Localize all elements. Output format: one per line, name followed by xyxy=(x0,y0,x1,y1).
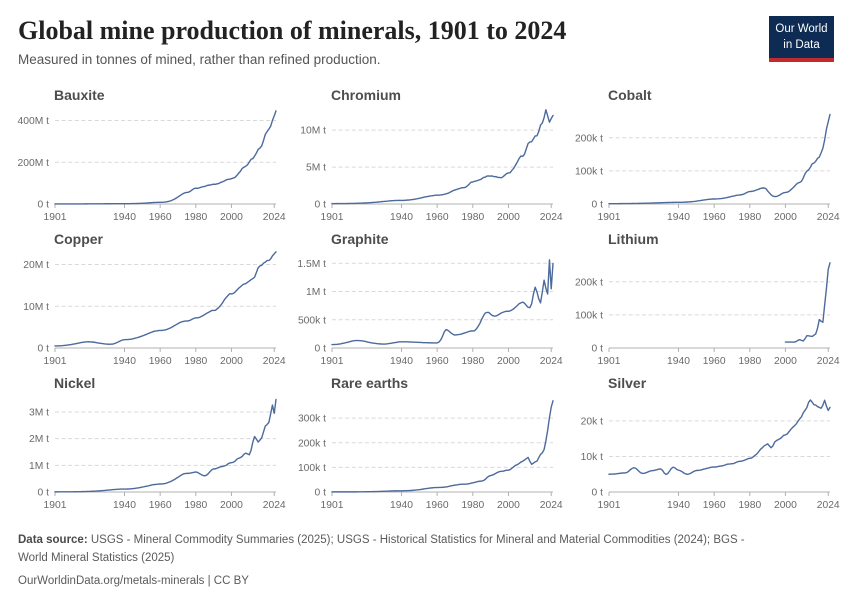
svg-text:1980: 1980 xyxy=(461,212,484,223)
svg-text:1940: 1940 xyxy=(390,212,413,223)
svg-text:100k t: 100k t xyxy=(575,167,603,178)
svg-text:2024: 2024 xyxy=(263,212,286,223)
svg-text:1901: 1901 xyxy=(598,500,621,511)
svg-text:1901: 1901 xyxy=(598,356,621,367)
svg-text:2000: 2000 xyxy=(220,500,243,511)
svg-text:1980: 1980 xyxy=(738,212,761,223)
svg-text:1M t: 1M t xyxy=(29,461,49,472)
svg-text:10k t: 10k t xyxy=(581,452,603,463)
svg-text:1960: 1960 xyxy=(703,500,726,511)
svg-text:500k t: 500k t xyxy=(298,316,326,327)
svg-text:1940: 1940 xyxy=(667,356,690,367)
svg-text:2000: 2000 xyxy=(497,500,520,511)
svg-text:1940: 1940 xyxy=(667,500,690,511)
svg-text:1960: 1960 xyxy=(149,212,172,223)
svg-text:0 t: 0 t xyxy=(592,200,604,211)
svg-text:1.5M t: 1.5M t xyxy=(297,259,326,270)
svg-text:200k t: 200k t xyxy=(575,134,603,145)
svg-text:2024: 2024 xyxy=(817,356,840,367)
svg-text:1901: 1901 xyxy=(44,500,67,511)
svg-text:1901: 1901 xyxy=(44,356,67,367)
svg-text:2000: 2000 xyxy=(774,500,797,511)
svg-text:20M t: 20M t xyxy=(23,260,49,271)
svg-text:1980: 1980 xyxy=(738,500,761,511)
svg-text:5M t: 5M t xyxy=(306,163,326,174)
svg-text:0 t: 0 t xyxy=(38,200,50,211)
svg-text:1901: 1901 xyxy=(598,212,621,223)
svg-text:2024: 2024 xyxy=(817,212,840,223)
svg-text:1940: 1940 xyxy=(113,356,136,367)
svg-text:2024: 2024 xyxy=(540,212,563,223)
svg-text:2M t: 2M t xyxy=(29,435,49,446)
svg-text:0 t: 0 t xyxy=(38,344,50,355)
svg-text:400M t: 400M t xyxy=(18,116,50,127)
svg-text:1980: 1980 xyxy=(184,212,207,223)
svg-text:2000: 2000 xyxy=(220,356,243,367)
svg-text:300k t: 300k t xyxy=(298,414,326,425)
svg-text:200k t: 200k t xyxy=(298,439,326,450)
svg-text:1960: 1960 xyxy=(426,500,449,511)
svg-text:1M t: 1M t xyxy=(306,287,326,298)
svg-text:0 t: 0 t xyxy=(315,200,327,211)
svg-text:10M t: 10M t xyxy=(300,126,326,137)
svg-text:1901: 1901 xyxy=(321,356,344,367)
svg-text:1980: 1980 xyxy=(184,356,207,367)
svg-text:200M t: 200M t xyxy=(18,158,50,169)
svg-text:20k t: 20k t xyxy=(581,417,603,428)
svg-text:1960: 1960 xyxy=(703,356,726,367)
svg-text:1980: 1980 xyxy=(461,356,484,367)
svg-text:1960: 1960 xyxy=(703,212,726,223)
svg-text:200k t: 200k t xyxy=(575,278,603,289)
svg-text:2024: 2024 xyxy=(540,356,563,367)
svg-text:2000: 2000 xyxy=(774,356,797,367)
svg-text:1980: 1980 xyxy=(184,500,207,511)
svg-text:1960: 1960 xyxy=(149,356,172,367)
svg-text:1960: 1960 xyxy=(149,500,172,511)
svg-text:1940: 1940 xyxy=(113,500,136,511)
svg-text:0 t: 0 t xyxy=(592,488,604,499)
svg-text:2024: 2024 xyxy=(263,356,286,367)
svg-text:1940: 1940 xyxy=(390,500,413,511)
svg-text:1940: 1940 xyxy=(390,356,413,367)
svg-text:1980: 1980 xyxy=(461,500,484,511)
svg-text:1940: 1940 xyxy=(113,212,136,223)
svg-text:0 t: 0 t xyxy=(315,488,327,499)
svg-text:10M t: 10M t xyxy=(23,302,49,313)
svg-text:0 t: 0 t xyxy=(315,344,327,355)
svg-text:1960: 1960 xyxy=(426,356,449,367)
svg-text:2024: 2024 xyxy=(263,500,286,511)
svg-text:3M t: 3M t xyxy=(29,408,49,419)
svg-text:0 t: 0 t xyxy=(38,488,50,499)
svg-text:2000: 2000 xyxy=(497,356,520,367)
svg-text:1901: 1901 xyxy=(321,212,344,223)
svg-text:2000: 2000 xyxy=(774,212,797,223)
svg-text:1901: 1901 xyxy=(44,212,67,223)
svg-text:2000: 2000 xyxy=(497,212,520,223)
svg-text:1940: 1940 xyxy=(667,212,690,223)
svg-text:0 t: 0 t xyxy=(592,344,604,355)
svg-text:1901: 1901 xyxy=(321,500,344,511)
svg-text:1960: 1960 xyxy=(426,212,449,223)
svg-text:2024: 2024 xyxy=(540,500,563,511)
svg-text:2000: 2000 xyxy=(220,212,243,223)
svg-text:2024: 2024 xyxy=(817,500,840,511)
svg-text:100k t: 100k t xyxy=(575,311,603,322)
svg-text:100k t: 100k t xyxy=(298,463,326,474)
svg-text:1980: 1980 xyxy=(738,356,761,367)
